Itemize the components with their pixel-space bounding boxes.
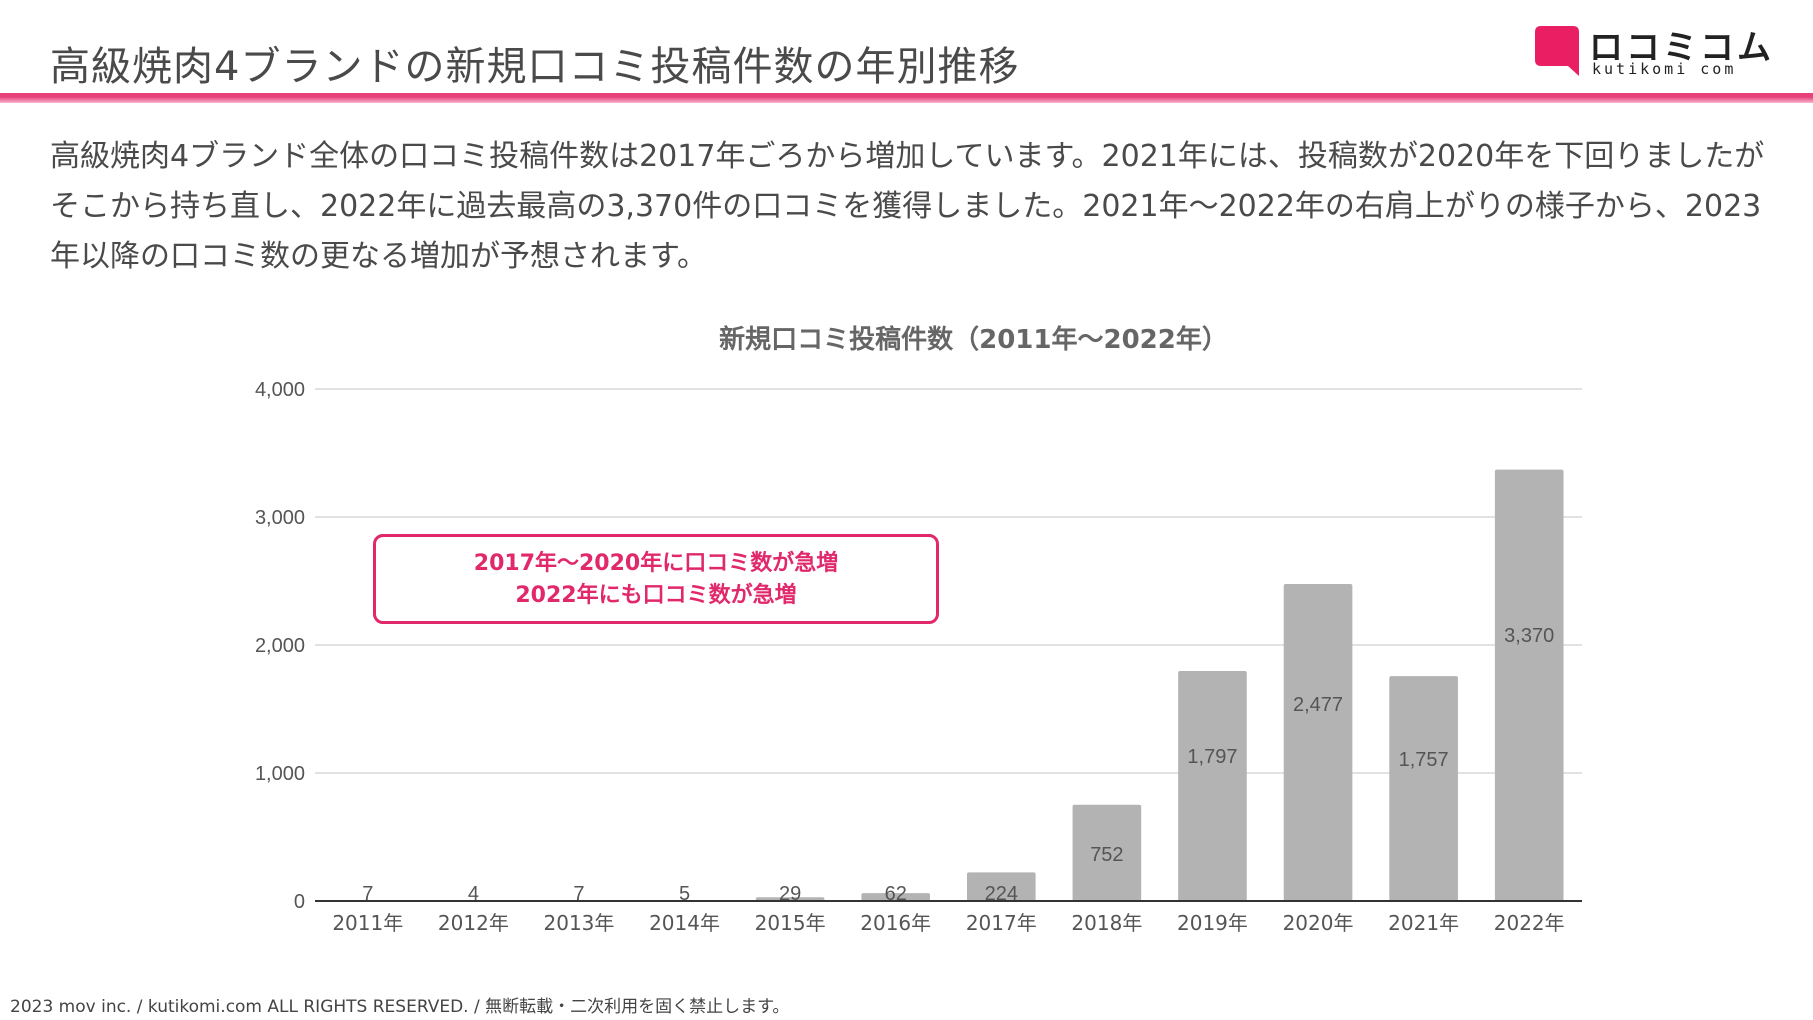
page-title: 高級焼肉4ブランドの新規口コミ投稿件数の年別推移 [50, 44, 1020, 90]
logo-domain: kutikomi com [1592, 60, 1737, 78]
bar-value-label: 7 [573, 883, 584, 905]
callout-line-1: 2017年〜2020年に口コミ数が急増 [473, 551, 839, 576]
y-tick-label: 4,000 [255, 379, 305, 401]
x-tick-label: 2016年 [860, 911, 931, 935]
bar [861, 893, 931, 901]
bar-value-label: 752 [1090, 844, 1123, 866]
x-tick-label: 2013年 [544, 911, 615, 935]
x-tick-label: 2015年 [755, 911, 826, 935]
bar [1178, 670, 1247, 901]
bar [966, 872, 1036, 901]
bar-value-label: 2,477 [1293, 694, 1343, 716]
callout-line-2: 2022年にも口コミ数が急増 [515, 583, 797, 608]
y-tick-label: 0 [294, 891, 305, 913]
bar-value-label: 3,370 [1504, 625, 1554, 647]
bar [1072, 804, 1142, 901]
x-tick-label: 2020年 [1283, 911, 1354, 935]
x-tick-label: 2021年 [1388, 911, 1459, 935]
footer-copyright: 2023 mov inc. / kutikomi.com ALL RIGHTS … [10, 997, 790, 1017]
x-tick-label: 2012年 [438, 911, 509, 935]
x-tick-label: 2018年 [1071, 911, 1142, 935]
chart-title: 新規口コミ投稿件数（2011年〜2022年） [719, 324, 1228, 355]
summary-paragraph: 高級焼肉4ブランド全体の口コミ投稿件数は2017年ごろから増加しています。202… [50, 139, 1765, 274]
bar-value-label: 1,757 [1399, 749, 1449, 771]
chart-callout: 2017年〜2020年に口コミ数が急増 2022年にも口コミ数が急増 [373, 534, 939, 624]
logo-speech-bubble-icon [1535, 26, 1579, 76]
x-tick-label: 2011年 [332, 911, 403, 935]
bar-value-label: 1,797 [1187, 746, 1237, 768]
header-rule [0, 93, 1813, 103]
y-tick-label: 2,000 [255, 635, 305, 657]
bar-value-label: 29 [779, 883, 801, 905]
logo-name: ロコミコム [1589, 28, 1774, 68]
x-tick-label: 2014年 [649, 911, 720, 935]
bar-value-label: 5 [679, 883, 690, 905]
x-tick-label: 2017年 [966, 911, 1037, 935]
bar [1389, 676, 1458, 901]
y-tick-label: 1,000 [255, 763, 305, 785]
bar-value-label: 224 [985, 883, 1018, 905]
logo[interactable]: ロコミコム kutikomi com [1535, 20, 1795, 80]
bar [1494, 469, 1564, 901]
x-tick-label: 2022年 [1494, 911, 1565, 935]
bar-value-label: 62 [885, 883, 907, 905]
y-tick-label: 3,000 [255, 507, 305, 529]
bar-value-label: 4 [468, 883, 479, 905]
bar-value-label: 7 [362, 883, 373, 905]
bar [1283, 583, 1353, 901]
x-tick-label: 2019年 [1177, 911, 1248, 935]
